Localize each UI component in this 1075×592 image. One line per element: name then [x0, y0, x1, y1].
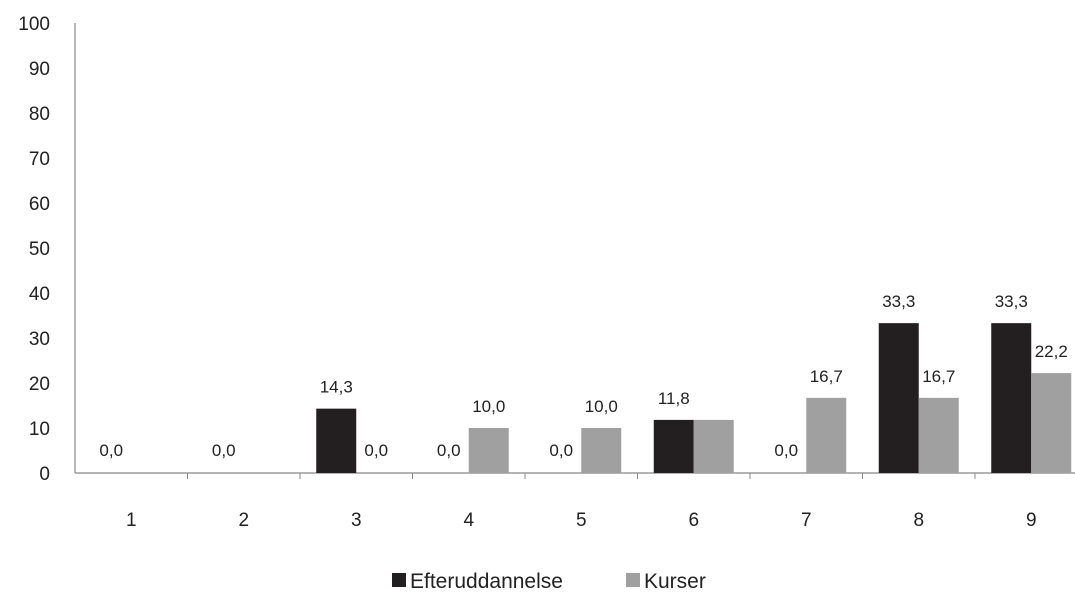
data-label: 0,0	[364, 441, 388, 460]
y-tick-label: 70	[29, 149, 50, 170]
data-label: 0,0	[549, 441, 573, 460]
x-tick-label: 9	[1026, 510, 1037, 531]
legend-label: Efteruddannelse	[410, 570, 563, 592]
y-tick-label: 80	[29, 104, 50, 125]
y-tick-label: 10	[29, 419, 50, 440]
y-tick-label: 30	[29, 329, 50, 350]
y-tick-label: 90	[29, 59, 50, 80]
data-label: 0,0	[437, 441, 461, 460]
y-tick-label: 40	[29, 284, 50, 305]
y-tick-label: 20	[29, 374, 50, 395]
bar-kurser	[1031, 373, 1072, 473]
y-tick-label: 100	[18, 14, 50, 35]
bar-kurser	[693, 419, 734, 473]
x-tick-label: 8	[913, 510, 924, 531]
y-tick-label: 0	[39, 464, 50, 485]
bar-efteruddannelse	[991, 323, 1032, 473]
x-tick-label: 6	[688, 510, 699, 531]
bar-kurser	[918, 397, 959, 473]
x-tick-label: 4	[463, 510, 474, 531]
x-tick-label: 1	[126, 510, 137, 531]
data-label: 33,3	[882, 292, 915, 311]
bar-efteruddannelse	[878, 323, 919, 473]
x-tick-label: 2	[238, 510, 249, 531]
y-axis: 0 10 20 30 40 50 60 70 80 90 100	[18, 14, 76, 485]
bars	[316, 323, 1072, 473]
x-tick-label: 7	[801, 510, 812, 531]
bar-kurser	[468, 428, 509, 473]
legend-label: Kurser	[644, 570, 706, 592]
data-label: 22,2	[1035, 342, 1068, 361]
data-label: 0,0	[99, 441, 123, 460]
data-label: 10,0	[472, 397, 505, 416]
x-tick-label: 5	[576, 510, 587, 531]
bar-efteruddannelse	[316, 408, 357, 473]
data-label: 16,7	[810, 367, 843, 386]
data-label: 10,0	[585, 397, 618, 416]
bar-kurser	[806, 397, 847, 473]
data-label: 33,3	[995, 292, 1028, 311]
y-tick-label: 50	[29, 239, 50, 260]
legend-swatch	[392, 573, 406, 587]
data-label: 14,3	[320, 378, 353, 397]
data-label: 16,7	[922, 367, 955, 386]
data-label: 0,0	[774, 441, 798, 460]
data-label: 11,8	[658, 389, 690, 408]
legend: Efteruddannelse Kurser	[392, 570, 706, 592]
y-tick-label: 60	[29, 194, 50, 215]
x-tick-label: 3	[351, 510, 362, 531]
bar-kurser	[581, 428, 622, 473]
legend-swatch	[626, 573, 640, 587]
data-labels: 0,0 0,0 14,3 0,0 0,0 11,8 0,0 33,3 33,3 0,0 10,0 10…	[99, 292, 1067, 460]
data-label: 0,0	[212, 441, 236, 460]
bar-efteruddannelse	[653, 419, 694, 473]
x-axis: 1 2 3 4 5 6 7 8 9	[75, 472, 1075, 531]
